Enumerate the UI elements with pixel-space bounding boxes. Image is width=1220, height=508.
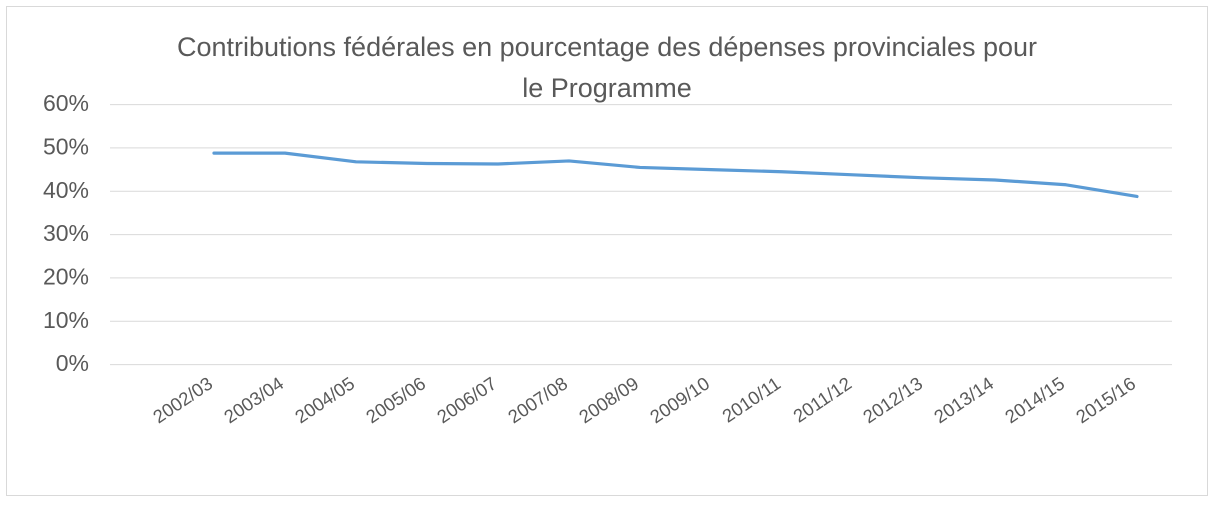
svg-text:2015/16: 2015/16 [1072, 373, 1139, 428]
svg-text:20%: 20% [43, 263, 89, 289]
svg-text:2014/15: 2014/15 [1001, 373, 1068, 428]
svg-text:2008/09: 2008/09 [575, 373, 642, 428]
svg-text:2012/13: 2012/13 [859, 373, 926, 428]
svg-text:2010/11: 2010/11 [718, 373, 784, 427]
svg-text:2003/04: 2003/04 [220, 373, 287, 428]
svg-text:50%: 50% [43, 133, 89, 159]
svg-text:10%: 10% [43, 307, 89, 333]
svg-text:2013/14: 2013/14 [930, 373, 997, 428]
svg-text:40%: 40% [43, 177, 89, 203]
svg-text:2002/03: 2002/03 [149, 373, 216, 428]
svg-text:2004/05: 2004/05 [291, 373, 358, 428]
svg-text:2009/10: 2009/10 [646, 373, 713, 428]
svg-text:2006/07: 2006/07 [433, 373, 500, 428]
svg-text:2007/08: 2007/08 [504, 373, 571, 428]
svg-text:0%: 0% [56, 350, 89, 376]
svg-text:2011/12: 2011/12 [789, 373, 855, 427]
svg-text:30%: 30% [43, 220, 89, 246]
svg-text:2005/06: 2005/06 [362, 373, 429, 428]
